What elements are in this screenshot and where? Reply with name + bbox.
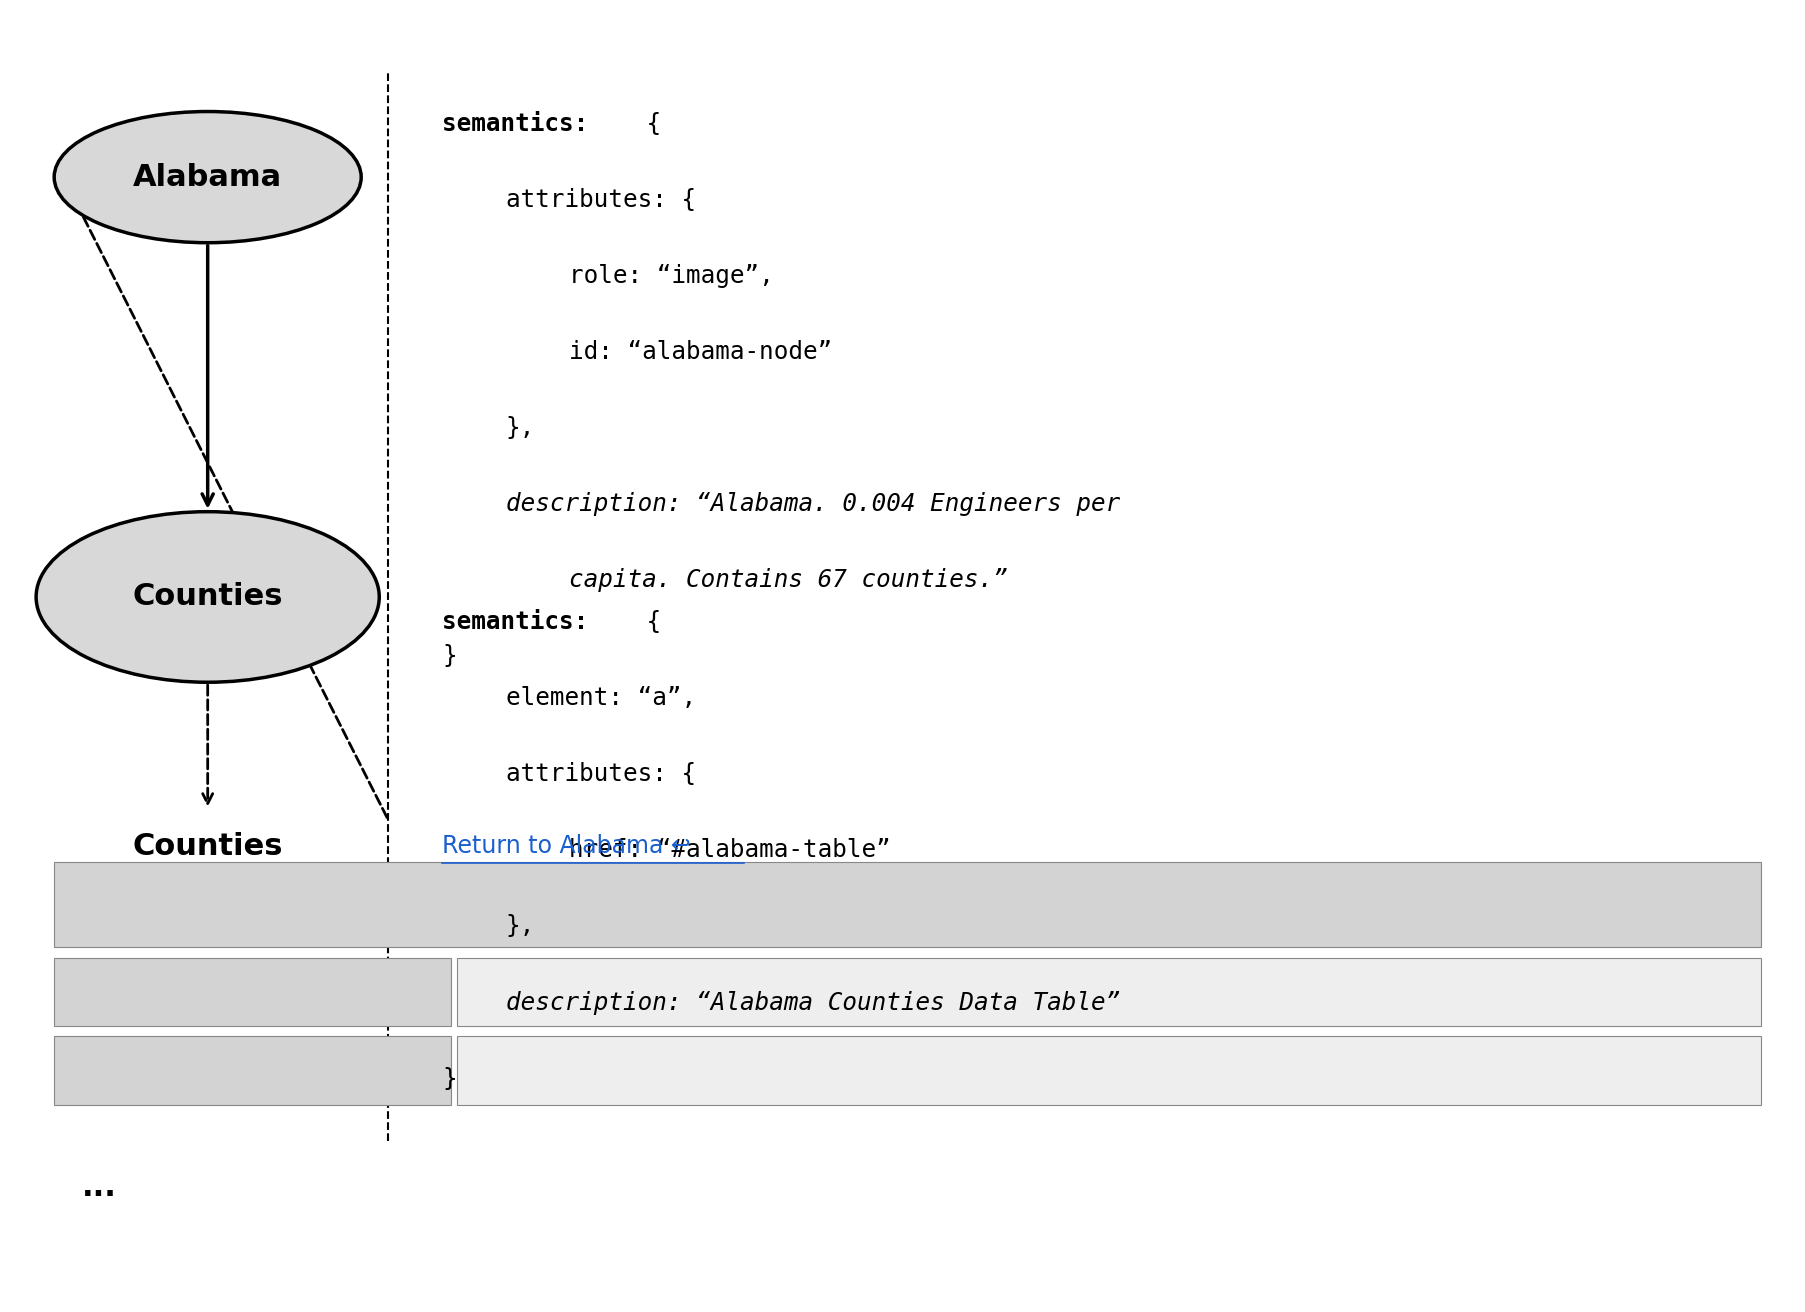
Text: href: “#alabama-table”: href: “#alabama-table” [569,838,890,862]
Text: },: }, [505,914,534,938]
Ellipse shape [54,112,361,243]
Text: Return to Alabama ↩: Return to Alabama ↩ [442,834,691,858]
Text: id: “alabama-node”: id: “alabama-node” [569,340,832,363]
Text: description: “Alabama Counties Data Table”: description: “Alabama Counties Data Tabl… [505,991,1119,1014]
Bar [457,1036,1760,1105]
Text: ...: ... [81,1173,117,1202]
FancyArrowPatch shape [65,182,386,817]
Text: Counties: Counties [132,832,283,861]
Text: {: { [632,112,661,135]
Ellipse shape [36,512,379,682]
Bar [54,1036,451,1105]
Text: description: “Alabama. 0.004 Engineers per: description: “Alabama. 0.004 Engineers p… [505,492,1119,516]
Text: Counties: Counties [132,583,283,611]
Text: attributes: {: attributes: { [505,762,695,786]
Text: semantics:: semantics: [442,112,588,135]
Text: }: } [442,1067,457,1090]
Bar [54,862,1760,947]
Text: semantics:: semantics: [442,610,588,634]
Text: }: } [442,644,457,668]
Text: attributes: {: attributes: { [505,188,695,211]
Text: element: “a”,: element: “a”, [505,686,695,710]
Bar [457,958,1760,1026]
Text: capita. Contains 67 counties.”: capita. Contains 67 counties.” [569,568,1007,592]
Text: },: }, [505,416,534,440]
Bar [54,958,451,1026]
Text: role: “image”,: role: “image”, [569,264,773,287]
Text: {: { [632,610,661,634]
Text: Alabama: Alabama [134,163,282,192]
